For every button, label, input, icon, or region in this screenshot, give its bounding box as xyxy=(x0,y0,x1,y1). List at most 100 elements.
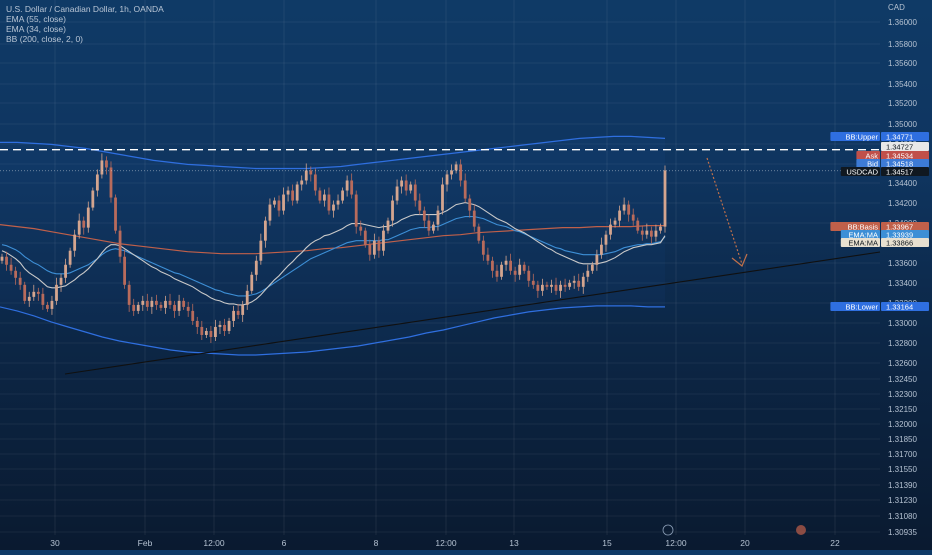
bb-lower-line xyxy=(0,305,665,356)
price-label-name-bg xyxy=(830,302,880,311)
y-tick-label: 1.32450 xyxy=(888,375,917,384)
y-tick-label: 1.36000 xyxy=(888,18,917,27)
candle-body xyxy=(268,204,272,221)
x-tick-label: 12:00 xyxy=(435,538,457,548)
price-label-value-bg xyxy=(881,238,929,247)
candle-body xyxy=(291,190,295,201)
candle-body xyxy=(82,220,86,228)
price-label-name: EMA:MA xyxy=(848,239,878,248)
candle-body xyxy=(14,270,18,278)
candle-body xyxy=(409,184,413,191)
candle-body xyxy=(518,264,522,275)
price-label-name: BB:Lower xyxy=(845,303,878,312)
candle-body xyxy=(654,230,658,237)
y-tick-label: 1.35400 xyxy=(888,80,917,89)
candle-body xyxy=(286,190,290,195)
price-label-value-bg xyxy=(881,151,929,160)
grid xyxy=(0,0,880,535)
candle-body xyxy=(32,291,36,297)
candle-body xyxy=(441,184,444,211)
candle-body xyxy=(77,220,81,235)
price-label-value: 1.34771 xyxy=(886,133,913,142)
candle-body xyxy=(659,226,662,231)
y-tick-label: 1.32300 xyxy=(888,390,917,399)
candle-body xyxy=(545,284,549,287)
price-label-name: USDCAD xyxy=(846,168,878,177)
price-label-name: Bid xyxy=(867,160,878,169)
x-tick-label: 12:00 xyxy=(665,538,687,548)
candle-body xyxy=(0,256,4,261)
candle-body xyxy=(64,264,67,278)
candle-body xyxy=(554,284,558,291)
candle-body xyxy=(73,234,77,251)
candle-body xyxy=(536,284,540,291)
candle-body xyxy=(368,244,372,255)
x-tick-label: 6 xyxy=(282,538,287,548)
y-tick-label: 1.31700 xyxy=(888,450,917,459)
candle-body xyxy=(395,186,399,201)
candle-body xyxy=(150,300,154,307)
chart-legend: U.S. Dollar / Canadian Dollar, 1h, OANDA… xyxy=(6,4,164,44)
candle-body xyxy=(323,194,326,201)
y-tick-label: 1.31550 xyxy=(888,465,917,474)
candle-body xyxy=(68,250,72,265)
x-tick-label: 13 xyxy=(509,538,519,548)
candle-body xyxy=(118,230,122,257)
candle-body xyxy=(100,160,104,175)
price-label-value-bg xyxy=(881,167,929,176)
candle-body xyxy=(363,230,367,245)
candles xyxy=(0,153,667,343)
candle-body xyxy=(245,290,249,305)
candle-body xyxy=(227,320,231,331)
candle-body xyxy=(236,310,240,315)
price-label-name: Ask xyxy=(865,152,878,161)
candle-body xyxy=(23,284,27,301)
candle-body xyxy=(354,194,358,227)
price-label-name-bg xyxy=(830,222,880,231)
candle-body xyxy=(41,293,45,305)
candle-body xyxy=(400,180,404,187)
event-icon xyxy=(796,525,806,535)
candle-body xyxy=(313,174,317,191)
candle-body xyxy=(127,284,131,305)
candle-body xyxy=(200,326,204,335)
candle-body xyxy=(495,270,499,277)
candle-body xyxy=(218,324,222,327)
candle-body xyxy=(609,224,612,235)
candle-body xyxy=(123,256,127,285)
candle-body xyxy=(350,180,354,195)
x-tick-label: 15 xyxy=(602,538,612,548)
candle-body xyxy=(559,284,562,291)
legend-ema55: EMA (55, close) xyxy=(6,14,66,24)
candle-body xyxy=(209,330,213,337)
candle-body xyxy=(195,320,199,327)
candle-body xyxy=(445,174,449,185)
y-tick-label: 1.32600 xyxy=(888,359,917,368)
price-label-value: 1.33967 xyxy=(886,223,913,232)
candle-body xyxy=(436,210,440,225)
y-tick-label: 1.35600 xyxy=(888,59,917,68)
price-label-name-bg xyxy=(840,167,880,176)
candle-body xyxy=(491,260,494,271)
legend-title: U.S. Dollar / Canadian Dollar, 1h, OANDA xyxy=(6,4,164,14)
bb-fill xyxy=(0,136,665,355)
x-tick-label: 8 xyxy=(374,538,379,548)
candle-body xyxy=(359,226,363,231)
y-tick-label: 1.32000 xyxy=(888,420,917,429)
candle-body xyxy=(273,200,276,205)
candle-body xyxy=(604,234,608,245)
candle-body xyxy=(304,170,308,181)
price-label-value-bg xyxy=(881,302,929,311)
candle-body xyxy=(595,254,599,265)
candle-body xyxy=(277,200,281,211)
candle-body xyxy=(531,280,535,285)
candle-body xyxy=(586,270,590,277)
candle-body xyxy=(627,204,631,215)
candle-body xyxy=(254,260,258,275)
price-label-value-bg xyxy=(881,159,929,168)
candle-body xyxy=(214,326,217,337)
candle-body xyxy=(141,300,145,305)
candle-body xyxy=(577,280,581,287)
